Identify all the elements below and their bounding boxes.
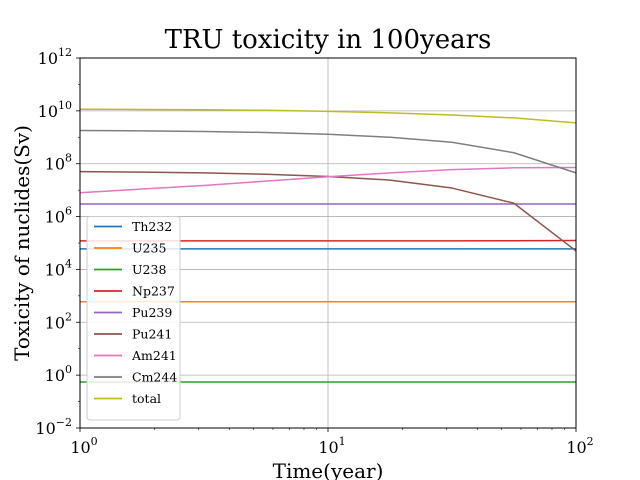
legend: Th232 U235 U238 Np237 Pu239 Pu241 Am241 Cm244 to… [86, 216, 181, 421]
series-line-total [79, 108, 577, 124]
y-axis-ticks: 10−2 100 102 104 106 108 1010 1012 [35, 46, 80, 438]
x-tick-label: 101 [318, 435, 345, 457]
legend-label: total [132, 391, 161, 406]
legend-box [86, 216, 181, 421]
legend-label: Pu239 [132, 305, 172, 320]
y-tick-label: 10−2 [35, 416, 72, 438]
y-tick-label: 1012 [38, 46, 72, 68]
y-tick-label: 102 [45, 310, 72, 332]
legend-label: Cm244 [132, 370, 177, 385]
legend-label: Am241 [131, 348, 177, 363]
series-line-cm244 [79, 129, 577, 174]
y-axis-label: Toxicity of nuclides(Sv) [10, 125, 34, 361]
x-axis-ticks: 100 101 102 [70, 428, 594, 457]
series-line-am241 [79, 166, 577, 194]
legend-label: Np237 [132, 284, 175, 299]
y-tick-label: 100 [45, 363, 72, 385]
legend-label: Th232 [132, 219, 172, 234]
legend-label: U238 [132, 262, 166, 277]
x-tick-label: 100 [70, 435, 97, 457]
chart-title: TRU toxicity in 100years [165, 25, 492, 55]
y-tick-label: 104 [45, 257, 72, 279]
legend-label: U235 [132, 241, 166, 256]
y-tick-label: 1010 [38, 99, 72, 121]
x-tick-label: 102 [566, 435, 593, 457]
y-tick-label: 106 [45, 205, 72, 227]
x-axis-label: Time(year) [273, 459, 384, 480]
legend-label: Pu241 [132, 327, 172, 342]
y-tick-label: 108 [45, 152, 72, 174]
